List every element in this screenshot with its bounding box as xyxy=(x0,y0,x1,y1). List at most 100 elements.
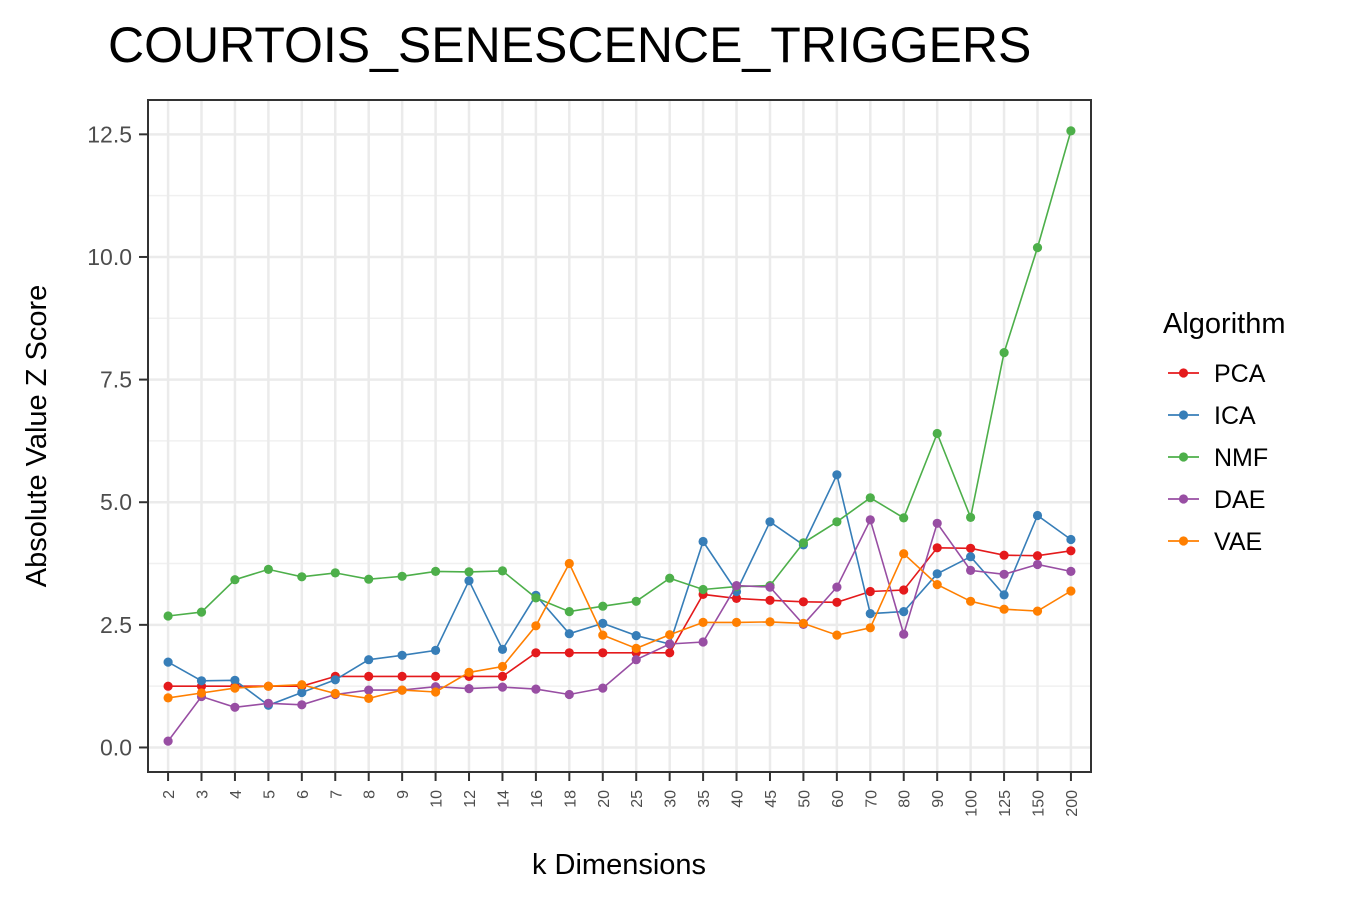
data-point-dae xyxy=(1032,559,1043,570)
x-tick-label: 18 xyxy=(562,790,579,808)
x-axis: 2 3 4 5 6 7 8 9 10 12 14 16 18 20 25 30 35 40 45 50 60 70 80 90… xyxy=(161,772,1081,817)
series-layer xyxy=(163,126,1076,746)
data-point-vae xyxy=(1032,606,1043,616)
data-point-vae xyxy=(497,661,508,672)
y-tick-label: 12.5 xyxy=(87,121,132,147)
data-point-vae xyxy=(665,630,675,640)
x-tick-label: 40 xyxy=(730,790,747,808)
data-point-nmf xyxy=(598,601,608,611)
data-point-ica xyxy=(163,657,173,667)
plot-panel-border xyxy=(147,99,1092,773)
data-point-dae xyxy=(163,736,173,746)
data-point-vae xyxy=(832,630,842,640)
data-point-vae xyxy=(297,680,307,690)
x-tick-label: 8 xyxy=(362,790,379,799)
data-point-vae xyxy=(196,688,207,698)
legend-key-point xyxy=(1178,368,1189,378)
data-point-dae xyxy=(731,581,742,591)
data-point-ica xyxy=(598,618,608,629)
data-point-vae xyxy=(330,688,340,699)
data-point-pca xyxy=(1066,546,1076,556)
legend-item-pca: PCA xyxy=(1168,360,1266,388)
x-tick-label: 200 xyxy=(1064,790,1081,817)
data-point-ica xyxy=(832,470,842,480)
series-nmf xyxy=(163,126,1076,621)
data-point-vae xyxy=(698,617,708,628)
series-line-vae xyxy=(167,552,1072,700)
chart-title: COURTOIS_SENESCENCE_TRIGGERS xyxy=(108,17,1031,73)
data-point-pca xyxy=(564,648,574,658)
data-point-vae xyxy=(731,617,742,628)
series-line-dae xyxy=(167,517,1072,742)
data-point-pca xyxy=(598,648,608,658)
series-line-nmf xyxy=(168,130,1072,617)
y-tick-label: 0.0 xyxy=(100,734,132,760)
data-point-vae xyxy=(598,630,608,640)
legend-key-point xyxy=(1178,536,1189,546)
legend-item-ica: ICA xyxy=(1168,402,1256,430)
data-point-vae xyxy=(230,683,240,693)
data-point-vae xyxy=(163,693,173,703)
data-point-vae xyxy=(765,617,775,627)
legend-key-point xyxy=(1178,410,1189,420)
data-point-dae xyxy=(263,698,273,708)
data-point-vae xyxy=(1066,586,1076,596)
x-tick-label: 25 xyxy=(629,790,646,808)
data-point-dae xyxy=(364,685,374,695)
data-point-ica xyxy=(330,675,340,685)
series-line-ica xyxy=(167,472,1072,707)
data-point-vae xyxy=(397,685,407,695)
data-point-nmf xyxy=(564,607,574,617)
legend-label: PCA xyxy=(1214,360,1266,388)
series-pca xyxy=(163,543,1076,691)
data-point-pca xyxy=(497,671,508,682)
data-point-nmf xyxy=(631,596,641,606)
data-point-dae xyxy=(999,569,1009,579)
data-point-nmf xyxy=(531,593,541,603)
data-point-ica xyxy=(765,517,775,527)
data-point-dae xyxy=(497,682,508,692)
data-point-vae xyxy=(564,558,574,569)
data-point-dae xyxy=(765,582,775,592)
data-point-ica xyxy=(431,645,441,656)
x-tick-label: 4 xyxy=(228,790,245,799)
legend-item-dae: DAE xyxy=(1168,486,1265,514)
x-tick-label: 14 xyxy=(495,790,512,808)
data-point-pca xyxy=(731,593,742,604)
x-tick-label: 80 xyxy=(897,790,914,808)
x-tick-label: 3 xyxy=(195,790,212,799)
legend-title: Algorithm xyxy=(1163,308,1286,340)
y-axis-title: Absolute Value Z Score xyxy=(21,285,53,588)
data-point-nmf xyxy=(464,567,474,577)
legend-label: DAE xyxy=(1214,486,1265,514)
data-point-nmf xyxy=(1032,243,1043,253)
y-tick-label: 7.5 xyxy=(100,367,132,393)
data-point-nmf xyxy=(397,571,407,581)
data-point-ica xyxy=(564,629,574,639)
data-point-dae xyxy=(832,582,842,592)
legend-label: NMF xyxy=(1214,444,1268,472)
data-point-nmf xyxy=(364,574,374,584)
data-point-ica xyxy=(497,644,508,655)
data-point-pca xyxy=(932,543,942,553)
data-point-dae xyxy=(230,702,240,712)
y-tick-label: 2.5 xyxy=(100,612,132,638)
x-tick-label: 90 xyxy=(930,790,947,808)
data-point-nmf xyxy=(163,611,173,621)
data-point-nmf xyxy=(932,428,942,439)
legend-item-vae: VAE xyxy=(1168,528,1262,556)
data-point-dae xyxy=(531,684,541,694)
data-point-vae xyxy=(966,596,976,606)
data-point-pca xyxy=(832,597,842,607)
data-point-vae xyxy=(798,618,809,629)
data-point-vae xyxy=(865,623,875,633)
data-point-nmf xyxy=(196,607,207,617)
x-tick-label: 20 xyxy=(596,790,613,808)
y-tick-label: 5.0 xyxy=(100,489,132,515)
data-point-nmf xyxy=(832,517,842,527)
data-point-vae xyxy=(431,687,441,697)
data-point-pca xyxy=(765,595,775,605)
data-point-dae xyxy=(899,629,909,639)
data-point-pca xyxy=(999,550,1009,560)
